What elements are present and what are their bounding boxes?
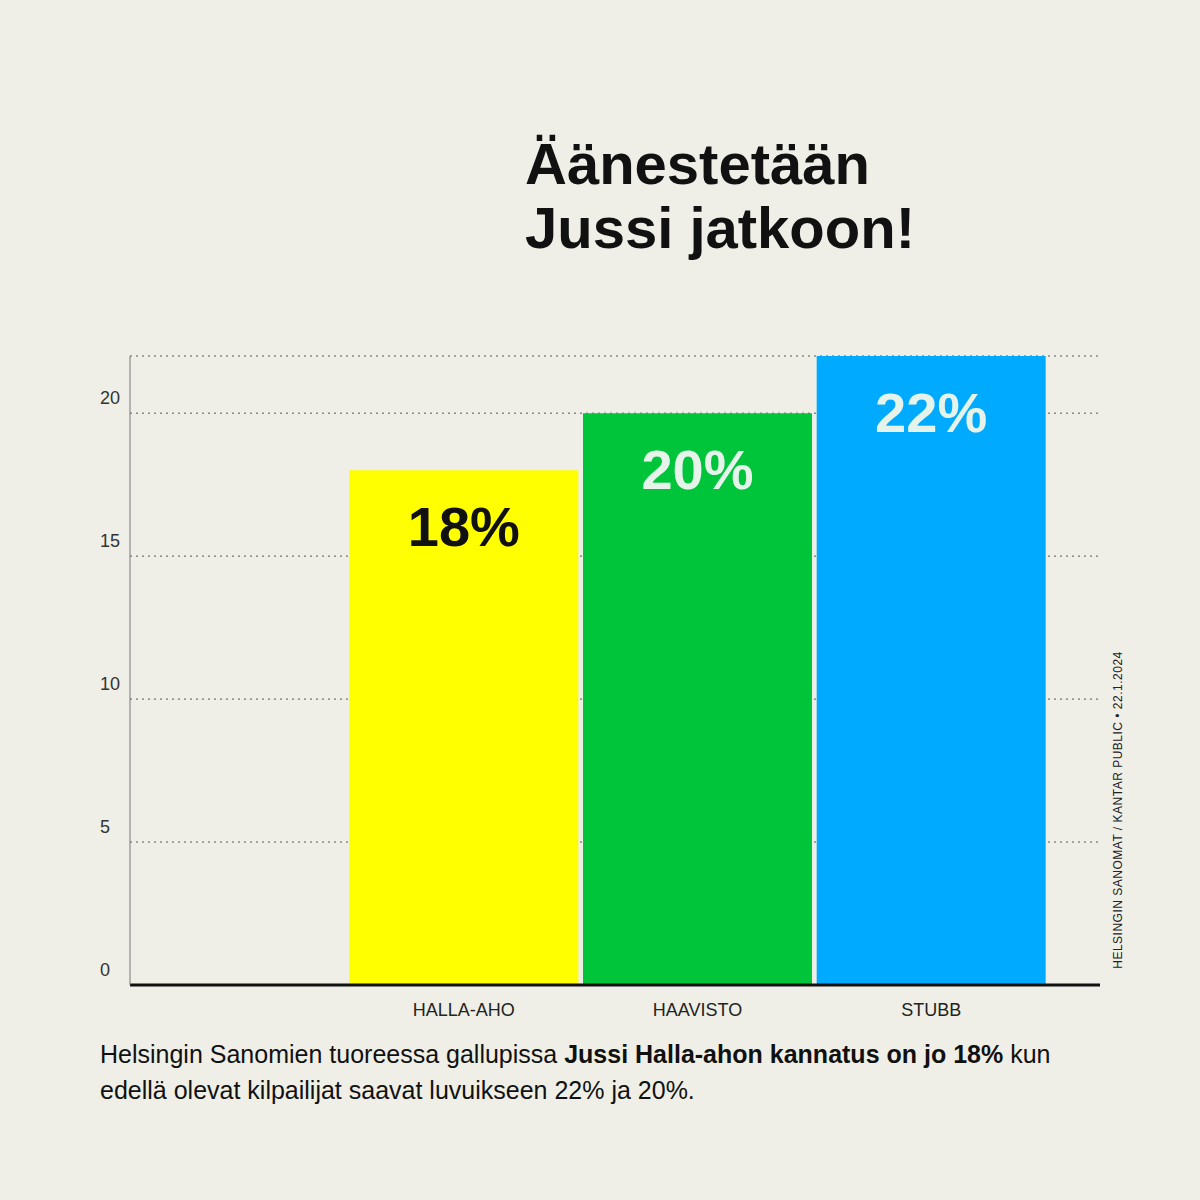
- svg-text:0: 0: [100, 960, 110, 980]
- svg-text:18%: 18%: [408, 495, 520, 558]
- svg-text:5: 5: [100, 817, 110, 837]
- svg-text:HAAVISTO: HAAVISTO: [653, 1000, 742, 1020]
- svg-text:15: 15: [100, 531, 120, 551]
- html-text:Helsingin Sanomien tuoreessa g: Helsingin Sanomien tuoreessa gallupissa …: [100, 1040, 1051, 1105]
- html-text:Äänestetään Jussi jatkoon!: Äänestetään Jussi jatkoon!: [525, 131, 915, 260]
- svg-text:10: 10: [100, 674, 120, 694]
- html-text:HELSINGIN SANOMAT / KANTAR PUB: HELSINGIN SANOMAT / KANTAR PUBLIC • 22.1…: [1111, 651, 1125, 969]
- svg-text:20%: 20%: [641, 438, 753, 501]
- svg-text:STUBB: STUBB: [901, 1000, 961, 1020]
- svg-text:20: 20: [100, 388, 120, 408]
- svg-text:22%: 22%: [875, 381, 987, 444]
- svg-text:HALLA-AHO: HALLA-AHO: [413, 1000, 515, 1020]
